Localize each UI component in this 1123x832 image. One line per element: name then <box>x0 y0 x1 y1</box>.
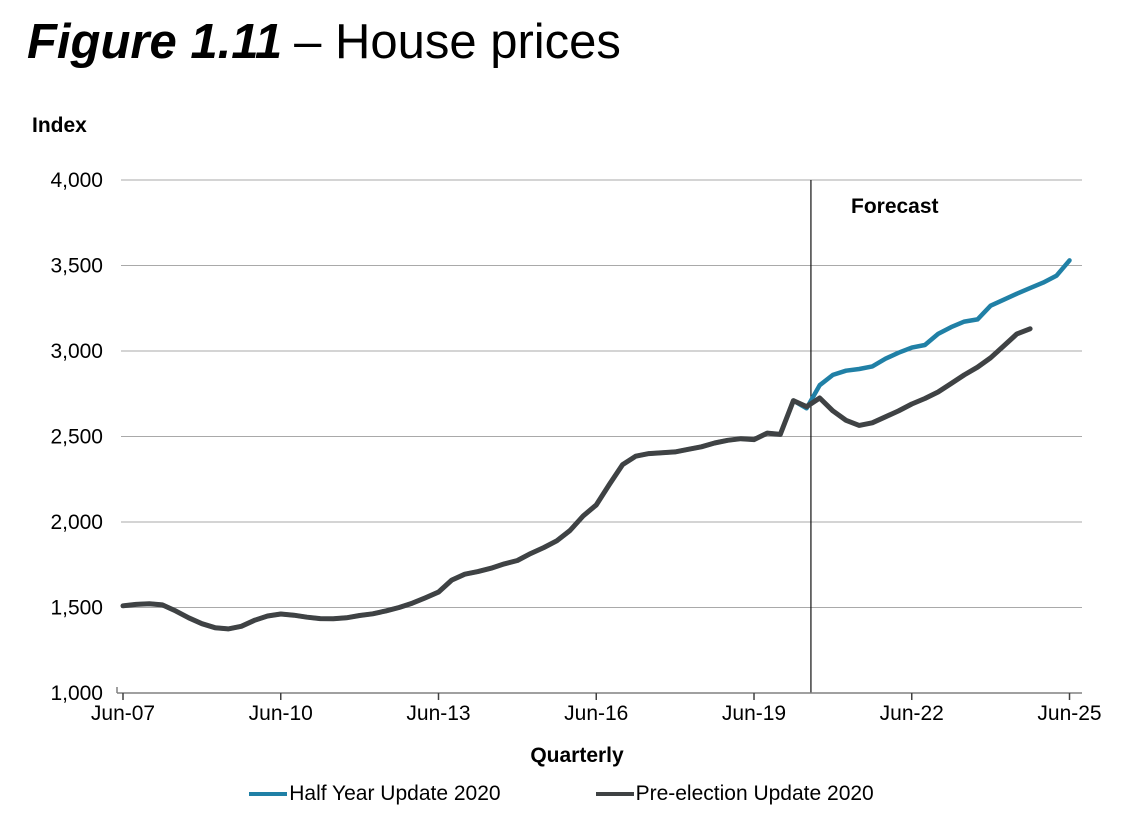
y-tick-label: 1,500 <box>50 597 103 620</box>
chart-legend: Half Year Update 2020 Pre-election Updat… <box>0 782 1123 806</box>
figure-label: Figure 1.11 <box>27 15 283 69</box>
x-tick-label: Jun-22 <box>880 702 944 725</box>
page-title: Figure 1.11– House prices <box>27 14 621 70</box>
half-year-update-swatch-icon <box>249 792 288 796</box>
figure-title-text: – House prices <box>294 15 621 69</box>
y-tick-label: 1,000 <box>50 682 103 705</box>
legend-label: Half Year Update 2020 <box>289 782 501 805</box>
y-tick-label: 2,500 <box>50 426 103 449</box>
y-tick-label: 3,500 <box>50 255 103 278</box>
pre-election-update-swatch-icon <box>595 792 634 796</box>
x-tick-label: Jun-07 <box>91 702 155 725</box>
x-tick-label: Jun-13 <box>406 702 470 725</box>
x-axis-title: Quarterly <box>530 744 624 767</box>
series-line-pre-election-update-2020 <box>120 326 1033 632</box>
legend-item-pre-election-update: Pre-election Update 2020 <box>595 782 874 806</box>
x-tick-label: Jun-19 <box>722 702 786 725</box>
y-tick-label: 4,000 <box>50 169 103 192</box>
forecast-annotation: Forecast <box>851 195 939 218</box>
y-tick-label: 2,000 <box>50 511 103 534</box>
legend-item-half-year-update: Half Year Update 2020 <box>249 782 501 806</box>
x-tick-label: Jun-10 <box>249 702 313 725</box>
y-tick-label: 3,000 <box>50 340 103 363</box>
legend-label: Pre-election Update 2020 <box>635 782 874 805</box>
x-tick-label: Jun-25 <box>1037 702 1101 725</box>
y-axis-title: Index <box>32 114 87 137</box>
series-line-half-year-update-2020 <box>120 258 1072 632</box>
x-tick-label: Jun-16 <box>564 702 628 725</box>
